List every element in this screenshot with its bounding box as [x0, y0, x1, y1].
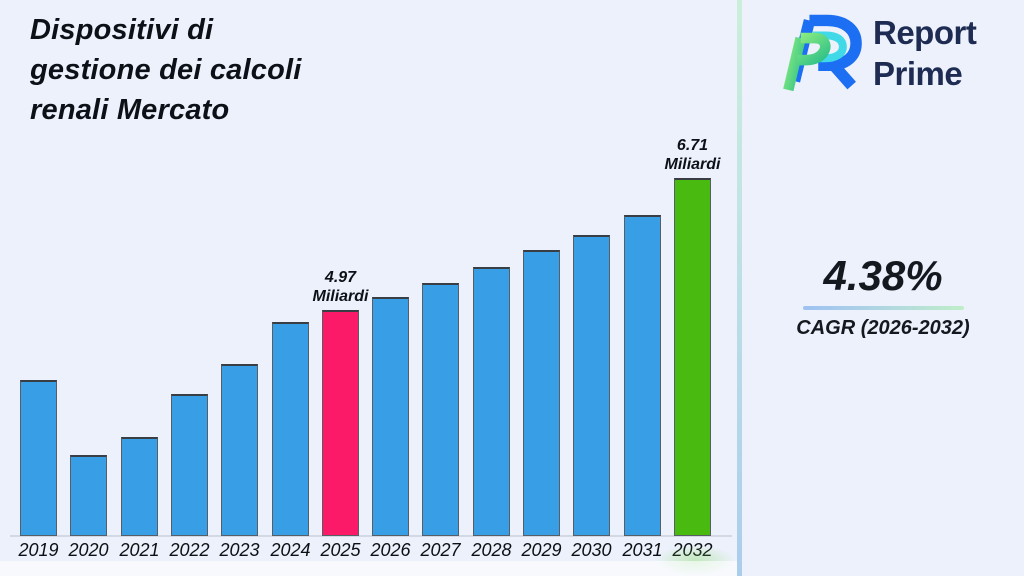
- x-axis-label-2030: 2030: [571, 540, 612, 560]
- bar-2020: [70, 455, 107, 536]
- bar-2031: [624, 215, 661, 536]
- vertical-separator: [737, 0, 742, 576]
- bar-value-number: 4.97: [324, 269, 357, 286]
- logo-text: Report Prime: [873, 12, 977, 94]
- bar-2022: [171, 394, 208, 536]
- x-axis-label-2028: 2028: [471, 540, 512, 560]
- bar-2026: [372, 297, 409, 536]
- bar-2029: [523, 250, 560, 536]
- cagr-underline: [802, 306, 964, 310]
- report-prime-logo-icon: [783, 14, 862, 92]
- x-axis-label-2023: 2023: [219, 540, 260, 560]
- x-axis-label-2032: 2032: [663, 540, 723, 561]
- x-axis-label-2020: 2020: [68, 540, 109, 560]
- x-axis-label-2024: 2024: [270, 540, 311, 560]
- bar-2030: [573, 235, 610, 536]
- x-axis-label-2025: 2025: [320, 540, 361, 560]
- bar-2023: [221, 364, 258, 536]
- x-axis-label-2026: 2026: [370, 540, 411, 560]
- bar-2027: [422, 283, 459, 536]
- bar-2021: [121, 437, 158, 536]
- bar-2032: [674, 178, 711, 536]
- x-axis-label-2031: 2031: [622, 540, 663, 560]
- right-panel: Report Prime 4.38% CAGR (2026-2032): [742, 0, 1024, 576]
- x-axis-line: [10, 535, 732, 537]
- bar-value-unit: Miliardi: [664, 156, 721, 173]
- cagr-label: CAGR (2026-2032): [796, 317, 970, 339]
- chart-title: Dispositivi di gestione dei calcoli rena…: [30, 14, 302, 126]
- cagr-block: 4.38% CAGR (2026-2032): [742, 252, 1024, 340]
- bar-2025: [322, 310, 359, 536]
- bar-value-label-2025: 4.97 Miliardi: [281, 268, 401, 306]
- logo-text-line2: Prime: [873, 55, 963, 92]
- bar-2024: [272, 322, 309, 536]
- logo: Report Prime: [776, 10, 977, 96]
- cagr-value: 4.38%: [823, 252, 943, 299]
- x-axis-label-2019: 2019: [18, 540, 59, 560]
- x-axis-label-2022: 2022: [169, 540, 210, 560]
- x-axis-label-2021: 2021: [119, 540, 160, 560]
- bar-2028: [473, 267, 510, 536]
- x-axis-label-2029: 2029: [521, 540, 562, 560]
- bottom-strip: [0, 561, 737, 576]
- bar-value-unit: Miliardi: [312, 288, 369, 305]
- bar-value-number: 6.71: [676, 137, 709, 154]
- bar-value-label-2032: 6.71 Miliardi: [633, 136, 753, 174]
- bar-chart: Dispositivi di gestione dei calcoli rena…: [0, 14, 737, 576]
- bar-2019: [20, 380, 57, 536]
- logo-text-line1: Report: [873, 14, 977, 51]
- x-axis-label-2027: 2027: [420, 540, 461, 560]
